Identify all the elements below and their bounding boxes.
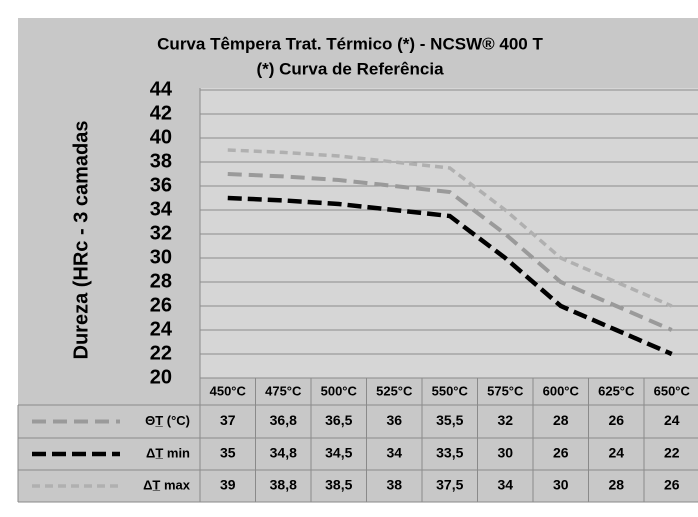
series-line (227, 172, 673, 332)
x-tick-label: 475°C (265, 383, 302, 398)
y-tick-label: 36 (150, 174, 172, 196)
y-tick-label: 38 (150, 150, 172, 172)
table-value: 26 (608, 412, 624, 428)
table-value: 35 (220, 445, 236, 461)
x-tick-label: 625°C (598, 383, 635, 398)
series-line (227, 195, 673, 357)
x-tick-label: 550°C (432, 383, 469, 398)
table-value: 36,5 (325, 412, 352, 428)
x-tick-label: 525°C (376, 383, 413, 398)
table-value: 32 (497, 412, 513, 428)
y-tick-label: 24 (150, 318, 173, 340)
legend-label: ΔT̲ max (143, 477, 191, 492)
table-value: 38,5 (325, 477, 352, 493)
table-value: 39 (220, 477, 236, 493)
y-tick-label: 32 (150, 222, 172, 244)
y-tick-label: 28 (150, 270, 172, 292)
table-value: 36,8 (270, 412, 297, 428)
table-value: 28 (553, 412, 569, 428)
table-value: 30 (553, 477, 569, 493)
table-value: 26 (664, 477, 680, 493)
table-value: 28 (608, 477, 624, 493)
table-value: 34 (386, 445, 402, 461)
x-tick-label: 650°C (654, 383, 691, 398)
y-tick-label: 40 (150, 126, 172, 148)
table-value: 24 (608, 445, 624, 461)
chart-subtitle: (*) Curva de Referência (256, 59, 444, 78)
table-value: 37,5 (436, 477, 463, 493)
chart-title: Curva Têmpera Trat. Térmico (*) - NCSW® … (157, 34, 543, 53)
table-value: 38,8 (270, 477, 297, 493)
y-tick-label: 26 (150, 294, 172, 316)
x-tick-label: 575°C (487, 383, 524, 398)
table-value: 24 (664, 412, 680, 428)
y-tick-label: 22 (150, 342, 172, 364)
y-tick-label: 34 (150, 198, 173, 220)
table-value: 36 (386, 412, 402, 428)
table-value: 38 (386, 477, 402, 493)
table-value: 34 (497, 477, 513, 493)
legend-label: ΔT̲ min (146, 445, 190, 460)
table-value: 37 (220, 412, 236, 428)
table-value: 34,8 (270, 445, 297, 461)
y-tick-label: 44 (150, 78, 173, 100)
legend-label: ΘT̲ (°C) (145, 413, 190, 428)
x-tick-label: 450°C (210, 383, 247, 398)
plot-area (200, 88, 698, 378)
series-line (227, 148, 673, 308)
table-value: 34,5 (325, 445, 352, 461)
table-value: 22 (664, 445, 680, 461)
table-value: 33,5 (436, 445, 463, 461)
x-tick-label: 600°C (543, 383, 580, 398)
x-tick-label: 500°C (321, 383, 358, 398)
table-value: 30 (497, 445, 513, 461)
y-tick-label: 30 (150, 246, 172, 268)
y-axis-label: Dureza (HRc - 3 camadas (70, 121, 92, 360)
y-tick-label: 42 (150, 102, 172, 124)
y-tick-label: 20 (150, 366, 172, 388)
table-value: 26 (553, 445, 569, 461)
table-value: 35,5 (436, 412, 463, 428)
